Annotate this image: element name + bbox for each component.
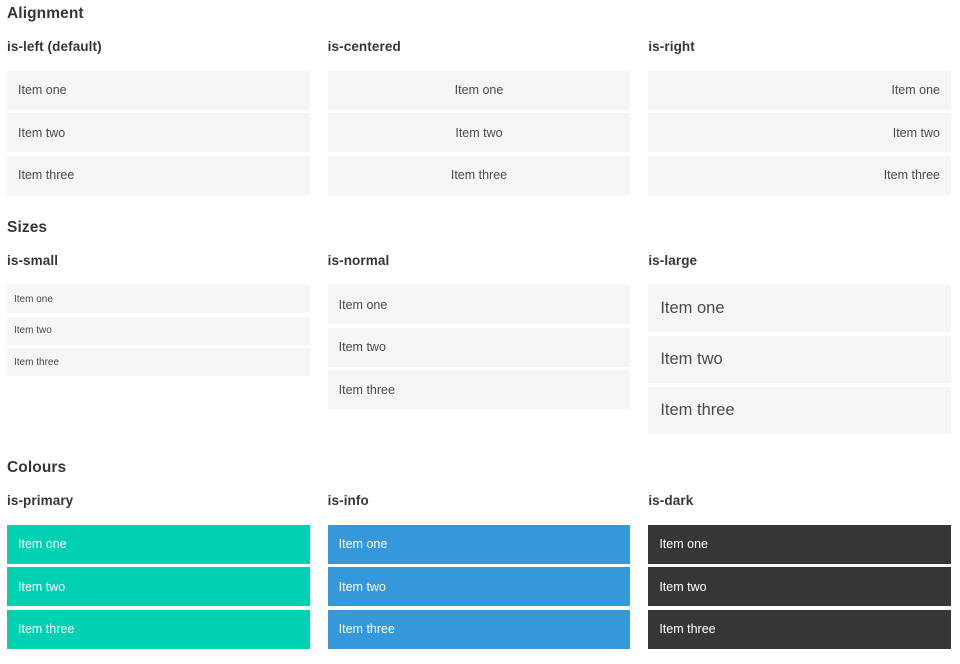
list-item[interactable]: Item one — [327, 524, 631, 564]
column-heading-is-centered: is-centered — [327, 38, 401, 54]
list-item[interactable]: Item three — [327, 609, 631, 649]
list-item[interactable]: Item two — [327, 327, 631, 367]
list-item[interactable]: Item two — [648, 336, 951, 384]
list-left: Item one Item two Item three — [7, 70, 310, 195]
column-is-small: is-small Item one Item two Item three — [7, 253, 310, 380]
list-item[interactable]: Item one — [327, 285, 631, 325]
list-item[interactable]: Item two — [327, 113, 631, 153]
column-heading-is-primary: is-primary — [7, 492, 74, 508]
list-item[interactable]: Item one — [7, 524, 310, 564]
list-dark: Item one Item two Item three — [648, 524, 951, 649]
list-item[interactable]: Item three — [327, 370, 631, 410]
column-is-centered: is-centered Item one Item two Item three — [327, 38, 631, 199]
column-heading-is-large: is-large — [648, 252, 698, 268]
column-is-normal: is-normal Item one Item two Item three — [327, 252, 631, 413]
list-item[interactable]: Item one — [648, 285, 951, 333]
list-item[interactable]: Item one — [7, 285, 310, 314]
column-is-info: is-info Item one Item two Item three — [327, 492, 631, 653]
list-item[interactable]: Item two — [7, 567, 310, 607]
list-item[interactable]: Item two — [327, 567, 631, 607]
list-item[interactable]: Item one — [327, 70, 631, 110]
list-item[interactable]: Item three — [7, 609, 310, 649]
list-item[interactable]: Item one — [648, 524, 951, 564]
section-heading-sizes: Sizes — [7, 219, 48, 237]
sizes-columns: is-small Item one Item two Item three is… — [7, 253, 951, 438]
list-item[interactable]: Item three — [327, 155, 631, 195]
list-item[interactable]: Item one — [648, 70, 951, 110]
list-normal: Item one Item two Item three — [327, 285, 631, 410]
list-info: Item one Item two Item three — [327, 524, 631, 649]
list-item[interactable]: Item three — [7, 348, 310, 377]
column-is-dark: is-dark Item one Item two Item three — [648, 493, 951, 653]
list-item[interactable]: Item one — [7, 70, 310, 110]
column-heading-is-dark: is-dark — [648, 492, 694, 508]
list-item[interactable]: Item two — [7, 113, 310, 153]
list-item[interactable]: Item two — [648, 113, 951, 153]
list-large: Item one Item two Item three — [648, 285, 951, 435]
list-right: Item one Item two Item three — [648, 70, 951, 195]
list-item[interactable]: Item three — [648, 609, 951, 649]
column-heading-is-left: is-left (default) — [7, 38, 102, 54]
column-heading-is-normal: is-normal — [327, 252, 390, 268]
list-item[interactable]: Item three — [648, 387, 951, 435]
list-item[interactable]: Item three — [648, 155, 951, 195]
column-is-left: is-left (default) Item one Item two Item… — [7, 39, 310, 199]
column-heading-is-right: is-right — [648, 38, 695, 54]
alignment-columns: is-left (default) Item one Item two Item… — [7, 39, 951, 199]
column-is-primary: is-primary Item one Item two Item three — [7, 493, 310, 653]
column-is-large: is-large Item one Item two Item three — [648, 253, 951, 438]
section-heading-alignment: Alignment — [7, 5, 84, 22]
list-centered: Item one Item two Item three — [327, 70, 631, 195]
column-heading-is-small: is-small — [7, 252, 59, 268]
column-heading-is-info: is-info — [327, 492, 369, 508]
column-is-right: is-right Item one Item two Item three — [648, 39, 951, 199]
colours-columns: is-primary Item one Item two Item three … — [7, 493, 951, 653]
list-item[interactable]: Item two — [648, 567, 951, 607]
list-primary: Item one Item two Item three — [7, 524, 310, 649]
list-item[interactable]: Item two — [7, 316, 310, 345]
list-small: Item one Item two Item three — [7, 285, 310, 377]
list-item[interactable]: Item three — [7, 155, 310, 195]
section-heading-colours: Colours — [7, 459, 67, 477]
